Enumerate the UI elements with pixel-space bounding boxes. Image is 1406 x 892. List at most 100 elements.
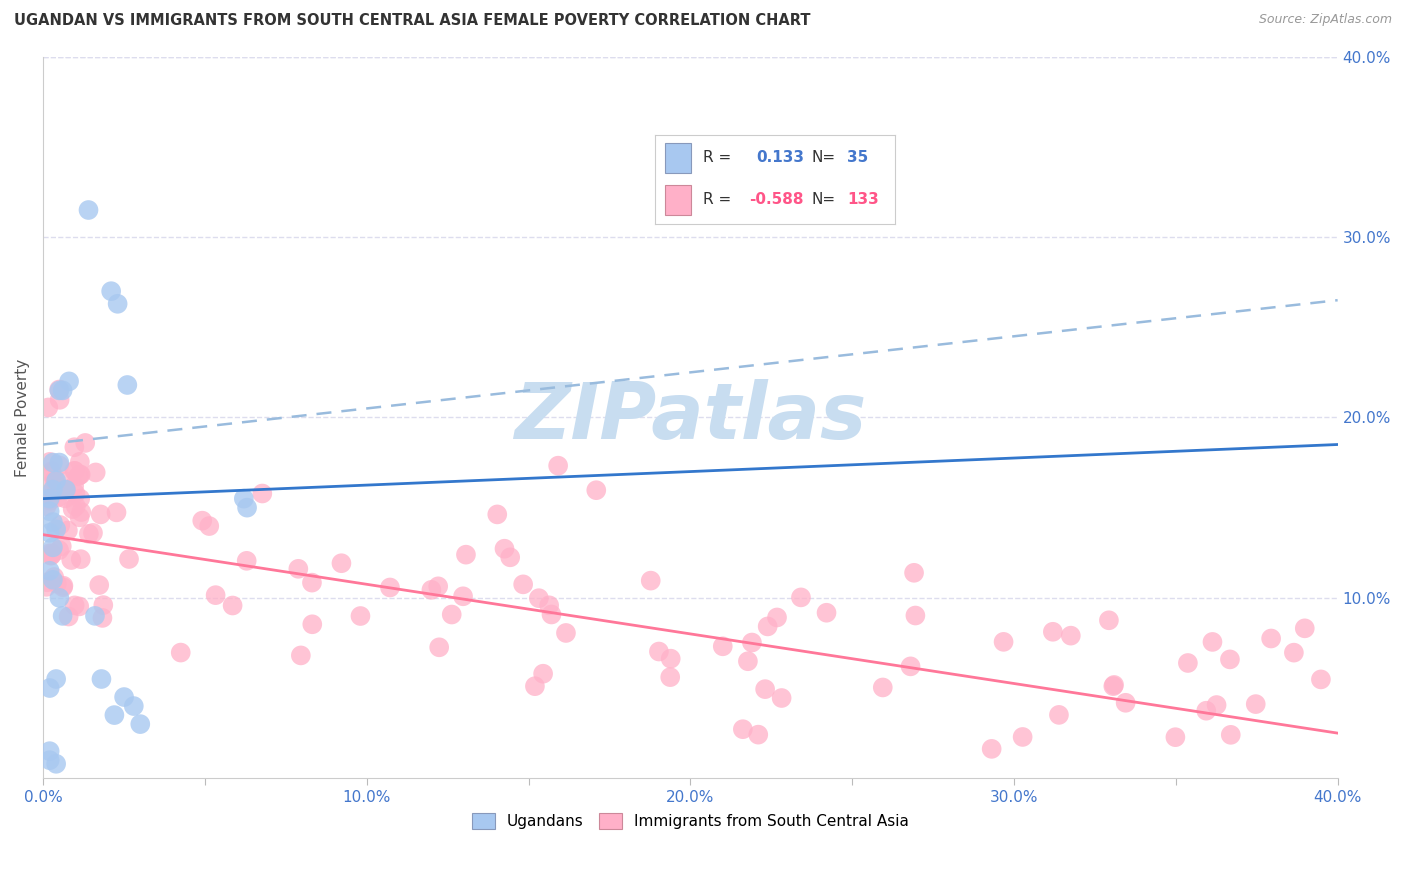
- Point: [35, 481, 58, 495]
- Point: [129, 717, 152, 731]
- Point: [711, 640, 734, 654]
- Point: [58, 609, 80, 624]
- Point: [198, 519, 221, 533]
- Point: [105, 505, 128, 519]
- Point: [45, 474, 67, 488]
- Point: [42, 456, 65, 470]
- Point: [45, 672, 67, 686]
- Point: [1195, 704, 1218, 718]
- Point: [48, 392, 70, 407]
- Point: [38, 744, 60, 758]
- Point: [585, 483, 607, 498]
- Point: [63, 599, 86, 613]
- Point: [1177, 656, 1199, 670]
- Point: [980, 742, 1002, 756]
- Point: [91, 611, 114, 625]
- Text: R =: R =: [703, 192, 731, 207]
- Point: [659, 651, 682, 665]
- Point: [52, 579, 75, 593]
- Point: [37, 487, 59, 501]
- Point: [531, 666, 554, 681]
- Point: [903, 566, 925, 580]
- Point: [754, 682, 776, 697]
- Point: [39, 493, 62, 508]
- Point: [103, 708, 125, 723]
- FancyBboxPatch shape: [665, 186, 692, 215]
- Text: UGANDAN VS IMMIGRANTS FROM SOUTH CENTRAL ASIA FEMALE POVERTY CORRELATION CHART: UGANDAN VS IMMIGRANTS FROM SOUTH CENTRAL…: [14, 13, 811, 29]
- Point: [236, 500, 259, 515]
- Point: [494, 541, 516, 556]
- Point: [1260, 632, 1282, 646]
- Point: [63, 464, 86, 478]
- Point: [60, 553, 83, 567]
- Point: [53, 475, 76, 489]
- Point: [44, 473, 66, 487]
- Point: [1282, 646, 1305, 660]
- Point: [35, 500, 58, 514]
- Point: [287, 562, 309, 576]
- Point: [48, 543, 70, 558]
- Point: [252, 486, 274, 500]
- Point: [41, 465, 63, 479]
- Point: [538, 599, 561, 613]
- Point: [118, 552, 141, 566]
- Point: [38, 564, 60, 578]
- Point: [1098, 613, 1121, 627]
- Point: [67, 599, 90, 614]
- Point: [84, 466, 107, 480]
- Point: [89, 578, 111, 592]
- Point: [427, 640, 450, 655]
- Point: [38, 504, 60, 518]
- Point: [91, 598, 114, 612]
- Point: [547, 458, 569, 473]
- Point: [301, 575, 323, 590]
- Point: [77, 202, 100, 217]
- Point: [46, 491, 69, 505]
- Point: [1294, 621, 1316, 635]
- Point: [41, 546, 63, 560]
- Point: [65, 500, 87, 514]
- Point: [527, 591, 550, 606]
- Point: [48, 591, 70, 605]
- Point: [42, 573, 65, 587]
- Point: [1042, 624, 1064, 639]
- Point: [117, 378, 139, 392]
- Point: [1164, 730, 1187, 744]
- Point: [52, 384, 75, 398]
- Point: [440, 607, 463, 622]
- Point: [37, 575, 59, 590]
- Point: [45, 522, 67, 536]
- Point: [107, 297, 129, 311]
- Point: [1011, 730, 1033, 744]
- Point: [38, 455, 60, 469]
- Point: [62, 502, 84, 516]
- Point: [65, 487, 87, 501]
- Point: [486, 508, 509, 522]
- Point: [42, 515, 65, 529]
- Point: [69, 455, 91, 469]
- Point: [69, 510, 91, 524]
- Text: 133: 133: [846, 192, 879, 207]
- Point: [904, 608, 927, 623]
- Point: [301, 617, 323, 632]
- Point: [790, 591, 813, 605]
- Point: [48, 458, 70, 473]
- Point: [41, 549, 63, 563]
- Point: [90, 508, 112, 522]
- Point: [766, 610, 789, 624]
- Point: [741, 635, 763, 649]
- Point: [38, 491, 60, 506]
- Point: [84, 608, 107, 623]
- Point: [69, 467, 91, 482]
- Point: [756, 619, 779, 633]
- Point: [49, 518, 72, 533]
- Point: [648, 644, 671, 658]
- Point: [55, 483, 77, 497]
- Point: [512, 577, 534, 591]
- Legend: Ugandans, Immigrants from South Central Asia: Ugandans, Immigrants from South Central …: [465, 807, 915, 836]
- Text: 35: 35: [846, 150, 869, 165]
- Point: [232, 491, 254, 506]
- Point: [454, 548, 477, 562]
- Point: [35, 580, 58, 594]
- Text: Source: ZipAtlas.com: Source: ZipAtlas.com: [1258, 13, 1392, 27]
